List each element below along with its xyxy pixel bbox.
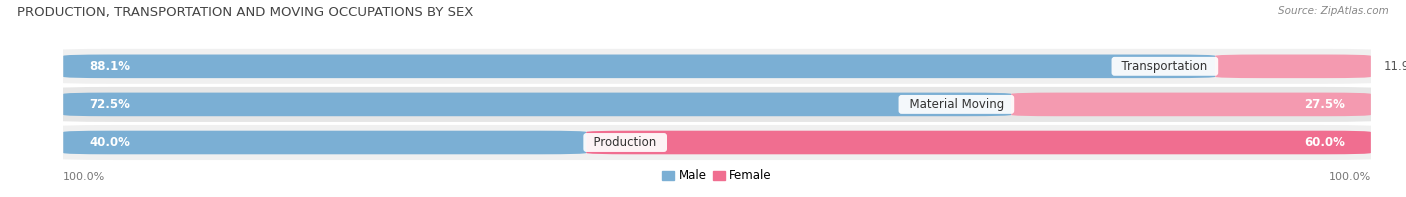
FancyBboxPatch shape — [51, 87, 1384, 122]
FancyBboxPatch shape — [63, 93, 1011, 116]
Text: 11.9%: 11.9% — [1384, 60, 1406, 73]
Text: Transportation: Transportation — [1115, 60, 1215, 73]
FancyBboxPatch shape — [586, 131, 1371, 154]
Text: Production: Production — [586, 136, 664, 149]
Text: 72.5%: 72.5% — [90, 98, 131, 111]
Text: Source: ZipAtlas.com: Source: ZipAtlas.com — [1278, 6, 1389, 16]
Legend: Male, Female: Male, Female — [658, 165, 776, 187]
Text: 100.0%: 100.0% — [1329, 172, 1371, 182]
Text: PRODUCTION, TRANSPORTATION AND MOVING OCCUPATIONS BY SEX: PRODUCTION, TRANSPORTATION AND MOVING OC… — [17, 6, 474, 19]
Text: Material Moving: Material Moving — [901, 98, 1011, 111]
Text: 40.0%: 40.0% — [90, 136, 131, 149]
Text: 27.5%: 27.5% — [1303, 98, 1344, 111]
Text: 60.0%: 60.0% — [1303, 136, 1344, 149]
FancyBboxPatch shape — [51, 125, 1384, 160]
FancyBboxPatch shape — [51, 49, 1384, 84]
Text: 100.0%: 100.0% — [63, 172, 105, 182]
FancyBboxPatch shape — [63, 55, 1215, 78]
Text: 88.1%: 88.1% — [90, 60, 131, 73]
FancyBboxPatch shape — [1011, 93, 1371, 116]
FancyBboxPatch shape — [1215, 55, 1371, 78]
FancyBboxPatch shape — [63, 131, 586, 154]
